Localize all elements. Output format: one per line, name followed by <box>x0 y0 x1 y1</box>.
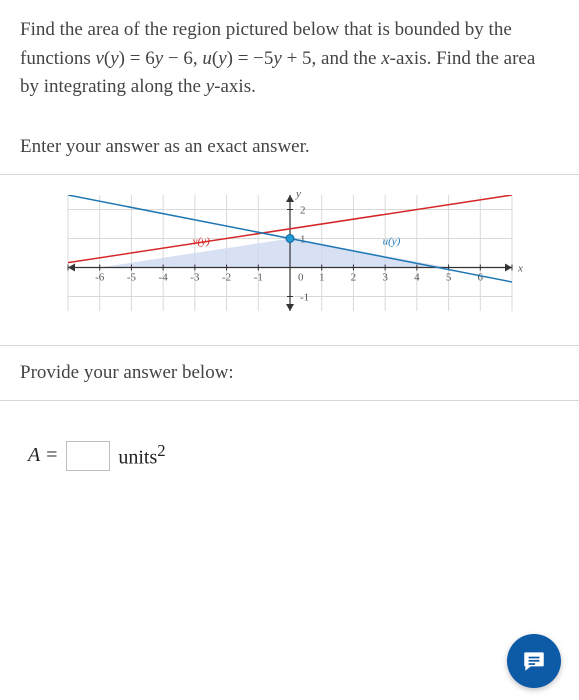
svg-text:2: 2 <box>350 271 356 283</box>
svg-text:-5: -5 <box>126 271 136 283</box>
answer-prefix: A = <box>28 444 58 467</box>
exact-answer-instruction: Enter your answer as an exact answer. <box>20 120 559 174</box>
svg-text:-6: -6 <box>95 271 105 283</box>
answer-row: A = units2 <box>20 401 559 491</box>
svg-text:1: 1 <box>318 271 324 283</box>
svg-text:u(y): u(y) <box>382 235 400 247</box>
svg-text:-4: -4 <box>158 271 168 283</box>
area-answer-input[interactable] <box>66 441 110 471</box>
provide-answer-label: Provide your answer below: <box>20 346 559 400</box>
svg-text:3: 3 <box>382 271 388 283</box>
units-label: units2 <box>118 441 165 470</box>
chat-button[interactable] <box>507 634 561 688</box>
svg-text:1: 1 <box>300 233 306 245</box>
question-text: Find the area of the region pictured bel… <box>20 16 559 102</box>
svg-text:-2: -2 <box>221 271 230 283</box>
chart-region: -6 -5 -4 -3 -2 -1 1 2 3 4 5 6 -1 1 2 0 x y v(y) u(y) <box>20 175 559 345</box>
svg-text:-3: -3 <box>190 271 200 283</box>
svg-text:-1: -1 <box>253 271 262 283</box>
svg-text:x: x <box>517 262 523 274</box>
svg-text:5: 5 <box>445 271 451 283</box>
chat-icon <box>521 648 547 674</box>
svg-text:y: y <box>295 188 301 200</box>
svg-text:-1: -1 <box>300 291 309 303</box>
svg-text:2: 2 <box>300 204 306 216</box>
svg-text:v(y): v(y) <box>192 235 209 247</box>
svg-text:0: 0 <box>298 271 304 283</box>
svg-text:6: 6 <box>477 271 483 283</box>
svg-text:4: 4 <box>414 271 420 283</box>
area-chart: -6 -5 -4 -3 -2 -1 1 2 3 4 5 6 -1 1 2 0 x y v(y) u(y) <box>50 185 530 325</box>
